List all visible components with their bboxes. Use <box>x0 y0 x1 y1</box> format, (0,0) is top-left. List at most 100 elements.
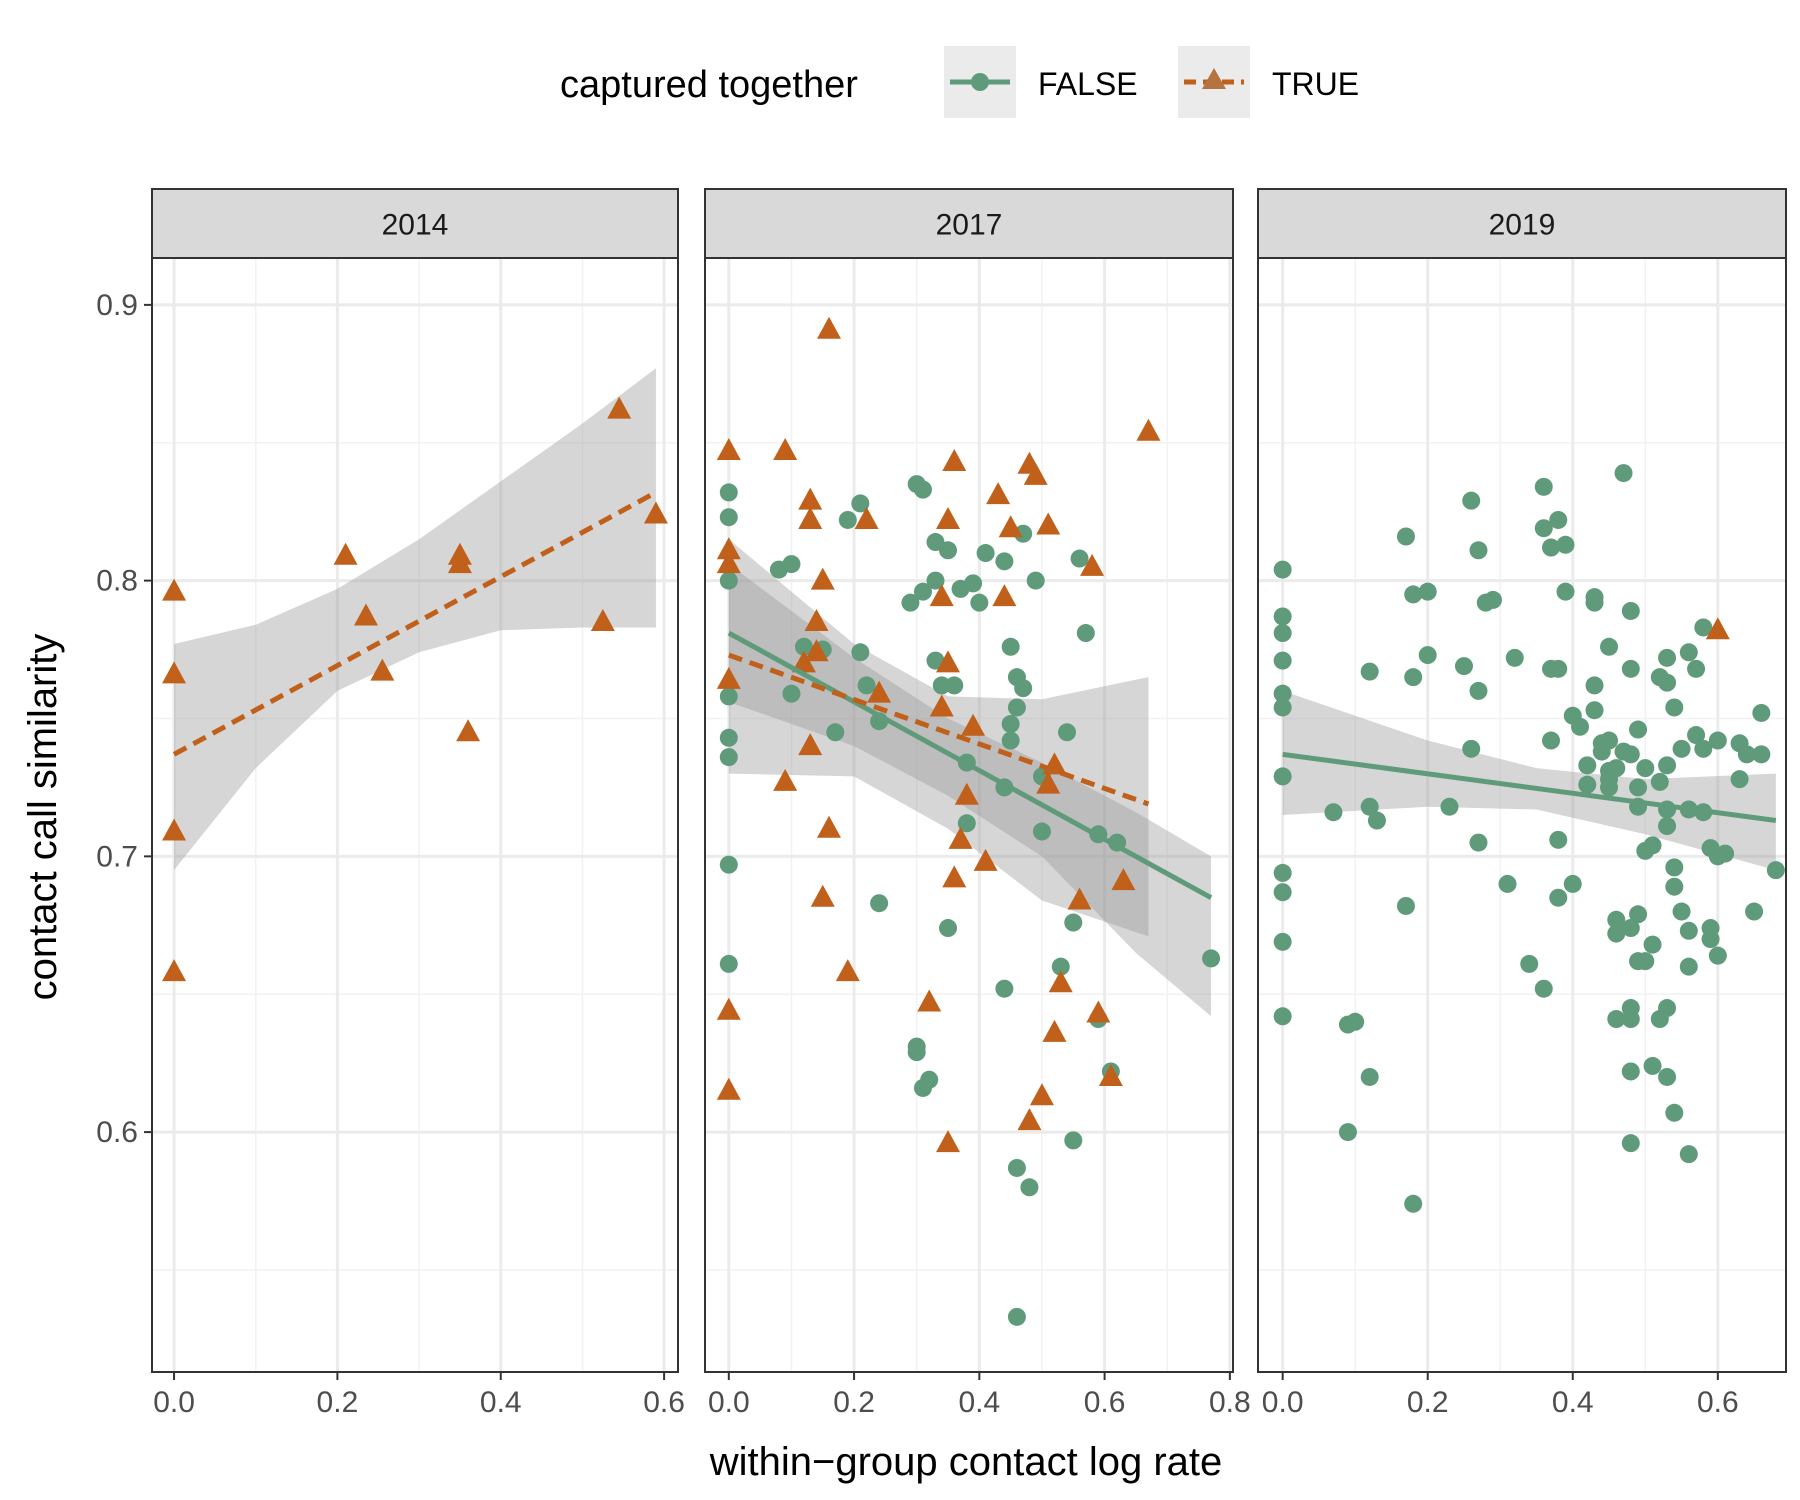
panel-2014: 2014 0.0 0.2 0.4 0.6 <box>151 188 685 1419</box>
data-point-true <box>854 506 879 529</box>
data-point-false <box>1542 538 1561 557</box>
data-point-false <box>1404 1194 1423 1213</box>
data-point-true <box>986 482 1011 505</box>
data-point-true <box>1048 970 1073 993</box>
data-point-false <box>939 541 958 560</box>
data-point-false <box>1273 767 1292 786</box>
data-point-false <box>1498 874 1517 893</box>
data-point-false <box>826 723 845 742</box>
fit-line-true <box>727 652 1150 807</box>
data-point-true <box>456 719 481 742</box>
data-point-false <box>1058 723 1077 742</box>
data-point-false <box>1001 715 1020 734</box>
data-point-false <box>1462 491 1481 510</box>
data-point-true <box>1080 553 1105 576</box>
data-point-false <box>1454 657 1473 676</box>
data-point-true <box>353 603 378 626</box>
data-point-false <box>939 919 958 938</box>
data-point-false <box>1621 601 1640 620</box>
data-point-false <box>1273 624 1292 643</box>
data-point-false <box>1636 759 1655 778</box>
data-point-false <box>1578 775 1597 794</box>
ci-ribbon-false <box>1282 690 1776 871</box>
data-point-true <box>998 515 1023 538</box>
data-point-false <box>719 748 738 767</box>
data-point-false <box>1752 703 1771 722</box>
data-point-false <box>1571 717 1590 736</box>
data-point-false <box>1273 684 1292 703</box>
data-point-false <box>719 954 738 973</box>
data-point-true <box>1136 418 1161 441</box>
data-point-false <box>1367 811 1386 830</box>
x-tick-label: 0.0 <box>708 1386 750 1419</box>
x-tick-label: 0.4 <box>480 1386 522 1419</box>
data-point-false <box>976 544 995 563</box>
x-tick-label: 0.4 <box>958 1386 1000 1419</box>
data-point-false <box>1534 477 1553 496</box>
data-point-true <box>716 438 741 461</box>
data-point-true <box>810 884 835 907</box>
x-tick-label: 0.4 <box>1552 1386 1594 1419</box>
data-point-false <box>1621 659 1640 678</box>
data-point-false <box>1621 745 1640 764</box>
data-point-false <box>1418 646 1437 665</box>
data-point-false <box>719 855 738 874</box>
y-tick-label: 0.8 <box>96 565 138 598</box>
data-point-false <box>719 483 738 502</box>
data-point-false <box>926 571 945 590</box>
data-point-false <box>1418 582 1437 601</box>
data-point-true <box>835 959 860 982</box>
data-point-true <box>917 989 942 1012</box>
data-point-false <box>782 684 801 703</box>
data-point-false <box>870 894 889 913</box>
x-tick-label: 0.2 <box>833 1386 875 1419</box>
ci-ribbon-true <box>174 368 656 871</box>
legend-title: captured together <box>560 64 858 106</box>
data-point-false <box>1643 935 1662 954</box>
data-point-false <box>719 571 738 590</box>
data-point-true <box>1036 771 1061 794</box>
data-point-false <box>1007 698 1026 717</box>
data-point-false <box>1687 659 1706 678</box>
data-point-false <box>1001 637 1020 656</box>
data-point-false <box>1020 1178 1039 1197</box>
data-point-false <box>1643 836 1662 855</box>
x-tick-label: 0.6 <box>1084 1386 1126 1419</box>
y-axis: 0.6 0.7 0.8 0.9 <box>96 289 152 1149</box>
data-point-false <box>782 555 801 574</box>
data-point-false <box>1014 679 1033 698</box>
data-point-false <box>1273 932 1292 951</box>
data-point-false <box>1701 930 1720 949</box>
data-point-false <box>719 728 738 747</box>
data-point-false <box>1679 921 1698 940</box>
y-tick-label: 0.9 <box>96 289 138 322</box>
data-point-true <box>973 848 998 871</box>
data-point-false <box>1585 593 1604 612</box>
data-point-false <box>1549 510 1568 529</box>
data-point-false <box>1600 778 1619 797</box>
data-point-true <box>716 1077 741 1100</box>
data-point-true <box>370 658 395 681</box>
data-point-false <box>1273 651 1292 670</box>
data-point-false <box>1273 883 1292 902</box>
x-axis-title: within−group contact log rate <box>709 1440 1223 1484</box>
fit-line-false <box>727 630 1213 900</box>
data-point-false <box>1665 858 1684 877</box>
data-point-false <box>1614 464 1633 483</box>
data-point-false <box>1273 863 1292 882</box>
x-tick-label: 0.2 <box>317 1386 359 1419</box>
panel-strip <box>704 188 1234 259</box>
data-point-true <box>773 438 798 461</box>
data-point-false <box>1636 952 1655 971</box>
data-point-false <box>838 510 857 529</box>
data-point-true <box>929 584 954 607</box>
data-point-true <box>1098 1063 1123 1086</box>
legend: captured together FALSE TRUE <box>560 46 1359 118</box>
data-point-true <box>961 713 986 736</box>
data-point-false <box>1607 1010 1626 1029</box>
data-point-false <box>1694 739 1713 758</box>
panel-border <box>704 257 1234 1373</box>
data-point-false <box>1621 1134 1640 1153</box>
data-point-false <box>1607 924 1626 943</box>
